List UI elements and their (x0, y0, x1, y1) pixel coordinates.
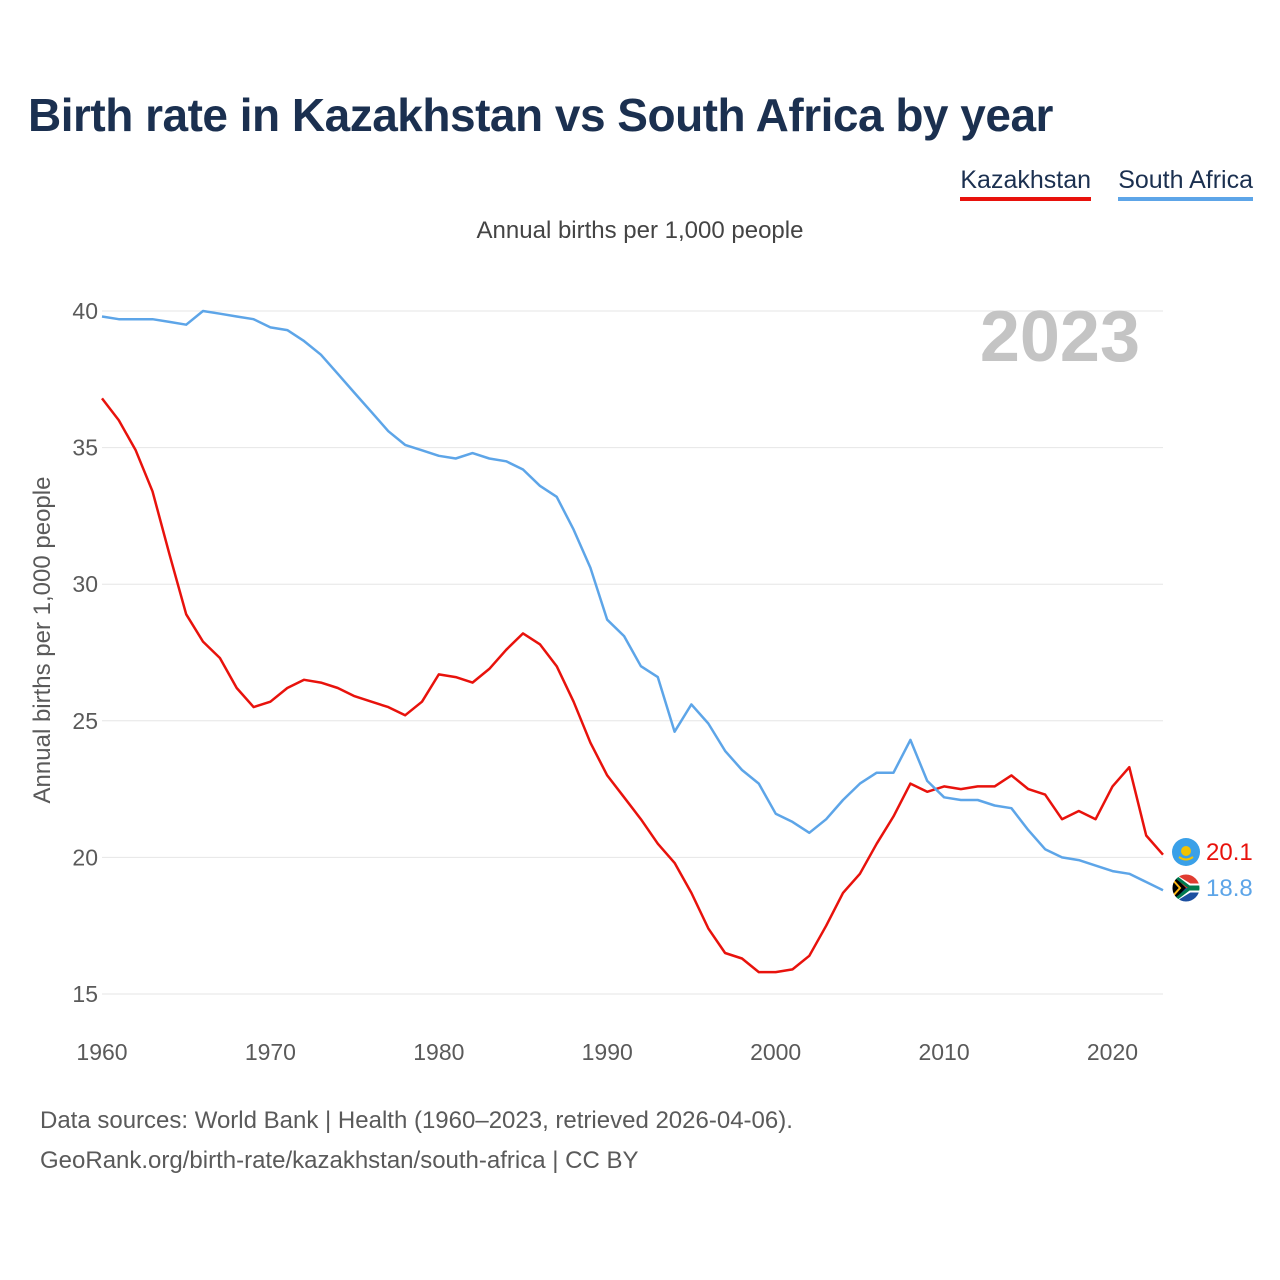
series-line-south-africa[interactable] (101, 309, 1164, 892)
series-line-kazakhstan[interactable] (101, 397, 1164, 974)
kazakhstan-end-label: 20.1 (1206, 839, 1253, 866)
chart-subtitle: Annual births per 1,000 people (476, 217, 804, 244)
x-tick-label: 1990 (582, 1039, 633, 1065)
y-axis-label: Annual births per 1,000 people (29, 477, 56, 804)
kazakhstan-flag-icon (1172, 838, 1200, 866)
legend-item-kazakhstan[interactable]: Kazakhstan (960, 166, 1091, 201)
x-tick-label: 2020 (1087, 1039, 1138, 1065)
x-tick-label: 1980 (413, 1039, 464, 1065)
source-url[interactable]: GeoRank.org/birth-rate/kazakhstan/south-… (40, 1147, 639, 1174)
x-axis-ticks: 1960 1970 1980 1990 2000 2010 2020 (76, 1039, 1138, 1065)
y-tick-label: 35 (72, 435, 98, 461)
y-tick-label: 25 (72, 708, 98, 734)
x-tick-label: 1960 (76, 1039, 127, 1065)
y-tick-label: 15 (72, 981, 98, 1007)
line-chart: 15 20 25 30 35 40 1960 1970 1980 1990 2000 2010 202… (29, 297, 1253, 1065)
x-tick-label: 1970 (245, 1039, 296, 1065)
y-tick-label: 30 (72, 571, 98, 597)
south-africa-flag-icon (1171, 873, 1201, 903)
south-africa-end-label: 18.8 (1206, 875, 1253, 902)
source-note: Data sources: World Bank | Health (1960–… (40, 1107, 793, 1134)
gridlines (102, 310, 1163, 995)
x-tick-label: 2010 (918, 1039, 969, 1065)
y-axis-ticks: 15 20 25 30 35 40 (72, 298, 98, 1007)
series-group (101, 309, 1164, 974)
chart-title: Birth rate in Kazakhstan vs South Africa… (28, 89, 1053, 141)
legend-item-south-africa[interactable]: South Africa (1118, 166, 1253, 201)
y-tick-label: 40 (72, 298, 98, 324)
year-watermark: 2023 (980, 297, 1140, 377)
y-tick-label: 20 (72, 844, 98, 870)
x-tick-label: 2000 (750, 1039, 801, 1065)
